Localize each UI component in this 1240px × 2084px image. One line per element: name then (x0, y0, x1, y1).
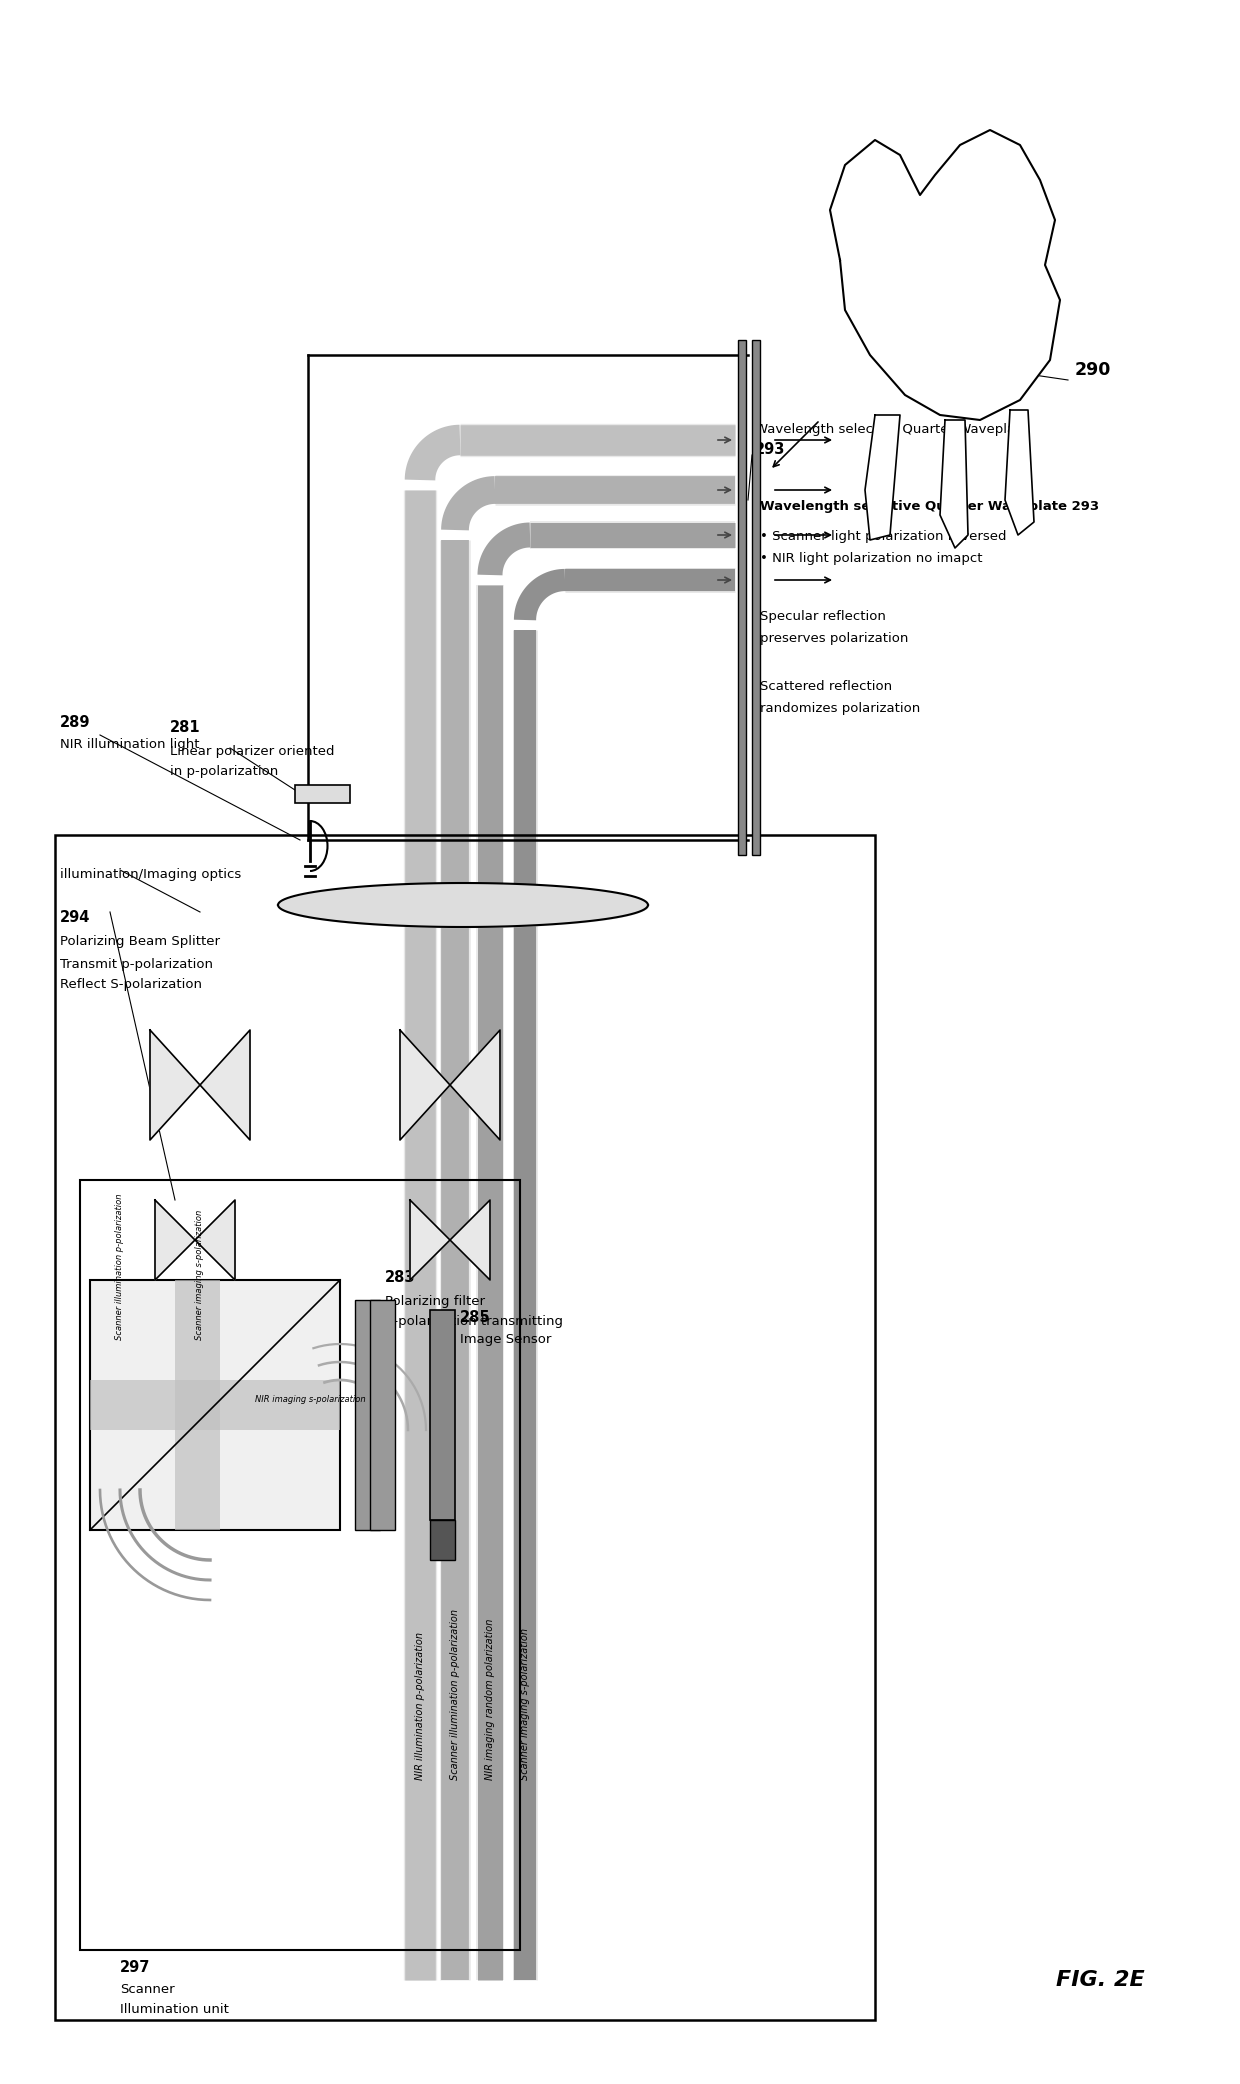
Text: NIR illumination p-polarization: NIR illumination p-polarization (415, 1632, 425, 1780)
Polygon shape (370, 1300, 396, 1530)
Text: Scanner imaging s-polarization: Scanner imaging s-polarization (196, 1209, 205, 1340)
Text: Reflect S-polarization: Reflect S-polarization (60, 977, 202, 992)
Polygon shape (751, 340, 760, 854)
Text: NIR imaging random polarization: NIR imaging random polarization (485, 1619, 495, 1780)
Text: in p-polarization: in p-polarization (170, 765, 278, 777)
Text: 290: 290 (1075, 361, 1111, 379)
Text: Scanner illumination p-polarization: Scanner illumination p-polarization (450, 1609, 460, 1780)
Text: Scanner: Scanner (120, 1984, 175, 1996)
Polygon shape (430, 1311, 455, 1519)
Polygon shape (155, 1200, 236, 1280)
Text: 285: 285 (460, 1311, 491, 1325)
Polygon shape (175, 1280, 219, 1530)
Text: • Scanner light polarization reversed: • Scanner light polarization reversed (760, 529, 1007, 544)
Text: preserves polarization: preserves polarization (760, 631, 909, 646)
Text: Scanner imaging s-polarization: Scanner imaging s-polarization (520, 1628, 529, 1780)
Text: randomizes polarization: randomizes polarization (760, 702, 920, 715)
Text: Specular reflection: Specular reflection (760, 611, 885, 623)
Text: illumination/Imaging optics: illumination/Imaging optics (60, 869, 242, 882)
Text: Illumination unit: Illumination unit (120, 2003, 229, 2015)
Text: 294: 294 (60, 911, 91, 925)
Text: Scattered reflection: Scattered reflection (760, 679, 892, 694)
Polygon shape (295, 786, 350, 802)
Text: Wavelength selective Quarter Waveplate: Wavelength selective Quarter Waveplate (755, 423, 1029, 436)
Polygon shape (410, 1200, 490, 1280)
Polygon shape (1004, 411, 1034, 536)
Text: NIR imaging s-polarization: NIR imaging s-polarization (255, 1396, 366, 1405)
Polygon shape (355, 1300, 379, 1530)
Text: Polarizing Beam Splitter: Polarizing Beam Splitter (60, 936, 219, 948)
Polygon shape (738, 340, 746, 854)
Polygon shape (150, 1029, 250, 1140)
Polygon shape (430, 1519, 455, 1561)
Text: Linear polarizer oriented: Linear polarizer oriented (170, 744, 335, 759)
Polygon shape (91, 1380, 340, 1430)
Polygon shape (866, 415, 900, 540)
Polygon shape (830, 129, 1060, 421)
Text: Scanner illumination p-polarization: Scanner illumination p-polarization (115, 1194, 124, 1340)
Text: • NIR light polarization no imapct: • NIR light polarization no imapct (760, 552, 982, 565)
Polygon shape (91, 1280, 340, 1530)
Polygon shape (401, 1029, 500, 1140)
Text: FIG. 2E: FIG. 2E (1055, 1969, 1145, 1990)
Text: Wavelength selective Quarter Waveplate 293: Wavelength selective Quarter Waveplate 2… (760, 500, 1099, 513)
Polygon shape (940, 421, 968, 548)
Text: Image Sensor: Image Sensor (460, 1334, 552, 1346)
Text: NIR illumination light: NIR illumination light (60, 738, 200, 750)
Text: 283: 283 (384, 1269, 415, 1286)
Text: S-polarization transmitting: S-polarization transmitting (384, 1315, 563, 1328)
Text: 289: 289 (60, 715, 91, 729)
Text: 297: 297 (120, 1959, 150, 1976)
Text: Transmit p-polarization: Transmit p-polarization (60, 959, 213, 971)
Text: 281: 281 (170, 719, 201, 736)
Text: 293: 293 (755, 442, 785, 458)
Text: Polarizing filter: Polarizing filter (384, 1294, 485, 1309)
